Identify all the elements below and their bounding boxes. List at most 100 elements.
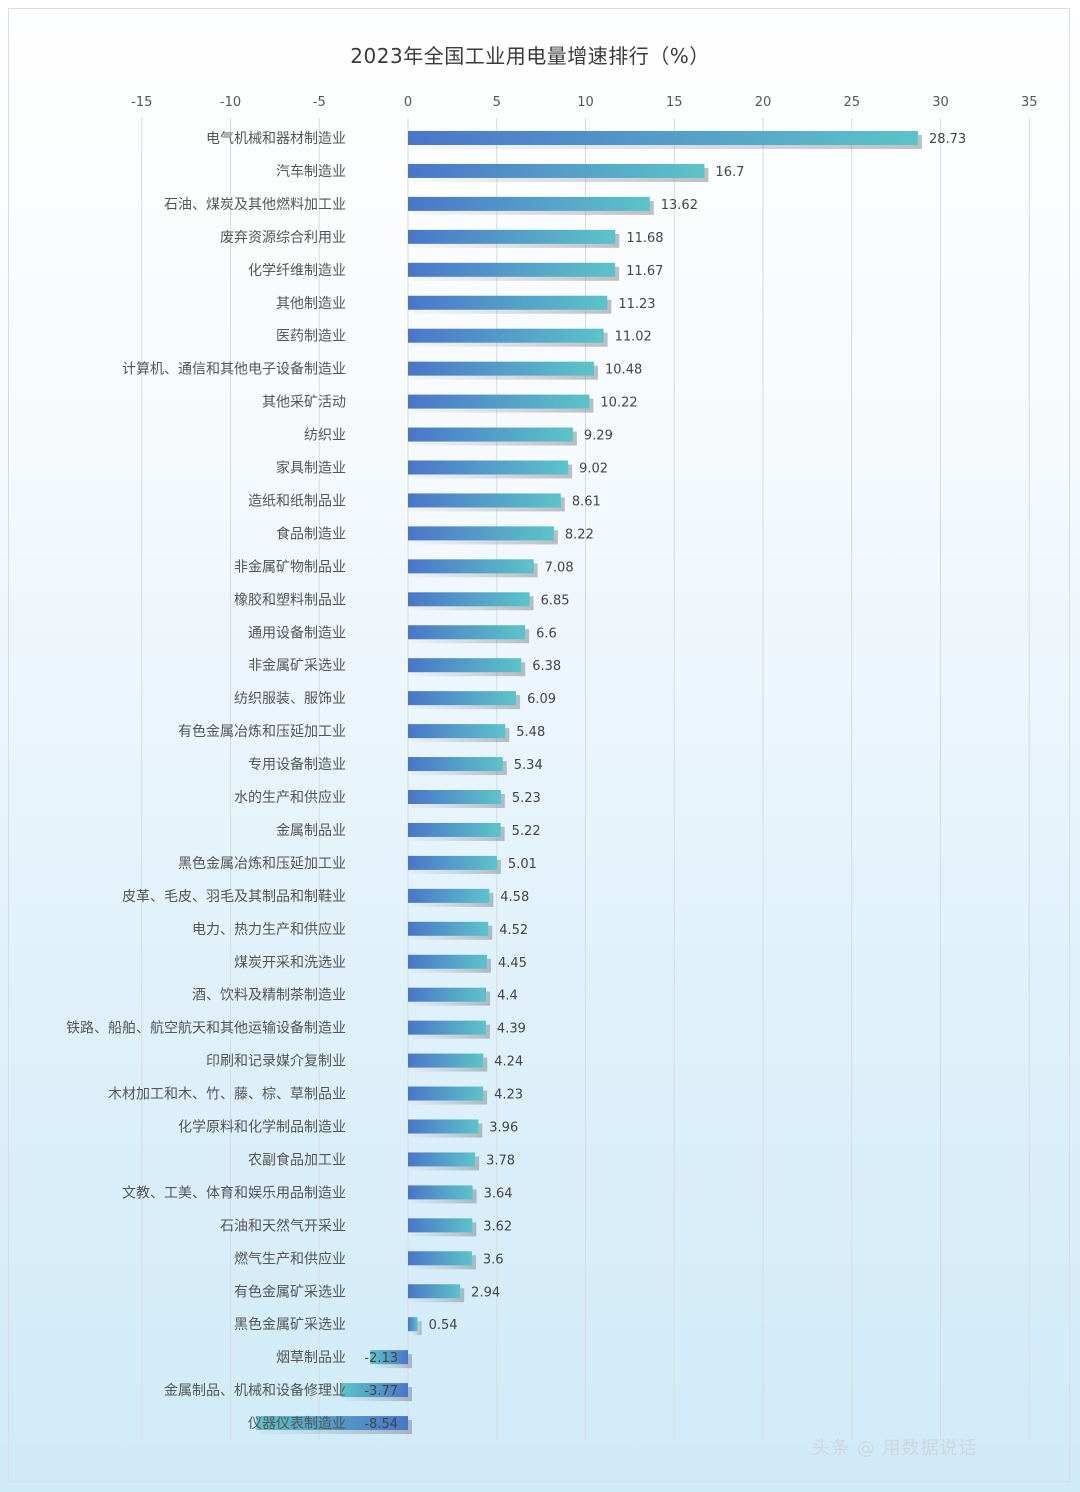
value-label: 4.58 [500,890,529,905]
bar [408,658,522,673]
bar [408,1185,473,1200]
value-label: 28.73 [929,132,966,147]
value-label: -8.54 [364,1417,398,1432]
value-label: 4.24 [494,1055,523,1070]
value-label: 8.22 [565,527,594,542]
bar [408,196,650,211]
category-label: 烟草制品业 [276,1350,346,1366]
category-label: 有色金属矿采选业 [234,1283,346,1300]
bar [408,1053,484,1068]
category-label: 其他采矿活动 [262,395,346,411]
value-label: 5.01 [508,857,537,872]
category-label: 水的生产和供应业 [234,789,346,806]
value-label: 4.23 [494,1088,523,1103]
bar [408,460,569,475]
category-label: 燃气生产和供应业 [234,1250,346,1267]
category-label: 废弃资源综合利用业 [220,230,346,246]
category-label: 橡胶和塑料制品业 [234,591,346,608]
category-label: 金属制品业 [276,823,346,839]
category-label: 化学纤维制造业 [248,263,346,279]
category-label: 医药制造业 [276,329,346,345]
value-label: 9.02 [579,462,608,477]
bar [408,559,534,574]
bar [408,526,554,541]
value-label: 11.02 [615,330,652,345]
category-label: 皮革、毛皮、羽毛及其制品和制鞋业 [122,889,346,905]
bar [408,427,573,442]
category-label: 有色金属冶炼和压延加工业 [178,723,346,740]
bar [408,229,616,244]
x-tick-label: -10 [220,95,241,110]
value-label: 6.38 [532,659,561,674]
category-label: 印刷和记录媒介复制业 [206,1053,346,1070]
bar [408,1251,472,1266]
bar [408,328,604,343]
category-label: 造纸和纸制品业 [248,493,346,509]
category-label: 黑色金属矿采选业 [234,1316,346,1333]
x-tick-label: 30 [932,95,949,110]
value-label: -3.77 [364,1384,398,1399]
bar [408,493,561,508]
category-label: 农副食品加工业 [248,1151,346,1168]
x-tick-label: 10 [577,95,594,110]
bar [408,592,530,607]
value-label: 11.23 [618,297,655,312]
value-label: 10.48 [605,363,642,378]
grid-lines [141,118,1030,1440]
category-label: 家具制造业 [276,460,346,477]
bars [256,131,922,1435]
category-label: 专用设备制造业 [248,756,346,773]
bar [408,1317,418,1332]
x-tick-label: 0 [404,95,412,110]
x-axis-ticks: -15 -10 -5 0 5 10 15 20 25 30 35 [131,95,1037,110]
category-label: 煤炭开采和洗选业 [234,955,346,971]
bar [408,1086,484,1101]
x-tick-label: 35 [1021,95,1038,110]
category-label: 铁路、船舶、航空航天和其他运输设备制造业 [66,1020,346,1037]
value-label: 3.78 [486,1153,515,1168]
bar [408,1218,473,1233]
category-label: 其他制造业 [276,296,346,312]
value-label: 6.6 [536,626,557,641]
x-tick-label: -15 [131,95,152,110]
x-tick-label: 25 [843,95,860,110]
value-label: 11.67 [626,264,663,279]
category-label: 酒、饮料及精制茶制造业 [192,988,346,1004]
bar [408,855,497,870]
value-label: 3.6 [483,1252,504,1267]
value-label: 5.48 [516,725,545,740]
category-label: 非金属矿物制品业 [234,559,346,575]
bar [408,691,517,706]
value-label: 6.09 [527,692,556,707]
value-label: 16.7 [715,165,744,180]
watermark: 头条 @ 用数据说话 [812,1438,978,1459]
bar [408,1284,461,1299]
value-label: 4.52 [499,923,528,938]
category-label: 计算机、通信和其他电子设备制造业 [122,361,346,378]
bar [408,822,501,837]
category-label: 仪器仪表制造业 [248,1416,346,1432]
bar [408,1020,486,1035]
value-label: 2.94 [471,1285,500,1300]
category-label: 石油和天然气开采业 [220,1217,346,1234]
bar [408,888,490,903]
category-labels: 电气机械和器材制造业汽车制造业石油、煤炭及其他燃料加工业废弃资源综合利用业化学纤… [66,131,346,1432]
value-label: 3.96 [489,1121,518,1136]
bar [341,1383,408,1398]
category-label: 非金属矿采选业 [248,658,346,674]
value-label: 0.54 [429,1318,458,1333]
bar [408,724,506,739]
category-label: 木材加工和木、竹、藤、棕、草制品业 [108,1087,346,1103]
value-label: 9.29 [584,429,613,444]
category-label: 文教、工美、体育和娱乐用品制造业 [122,1185,346,1201]
bar [408,394,590,409]
value-label: 5.23 [512,791,541,806]
bar [408,1152,476,1167]
value-label: 5.22 [512,824,541,839]
category-label: 电力、热力生产和供应业 [192,921,346,938]
value-label: 10.22 [600,396,637,411]
category-label: 汽车制造业 [276,163,346,180]
category-label: 纺织服装、服饰业 [234,691,346,707]
